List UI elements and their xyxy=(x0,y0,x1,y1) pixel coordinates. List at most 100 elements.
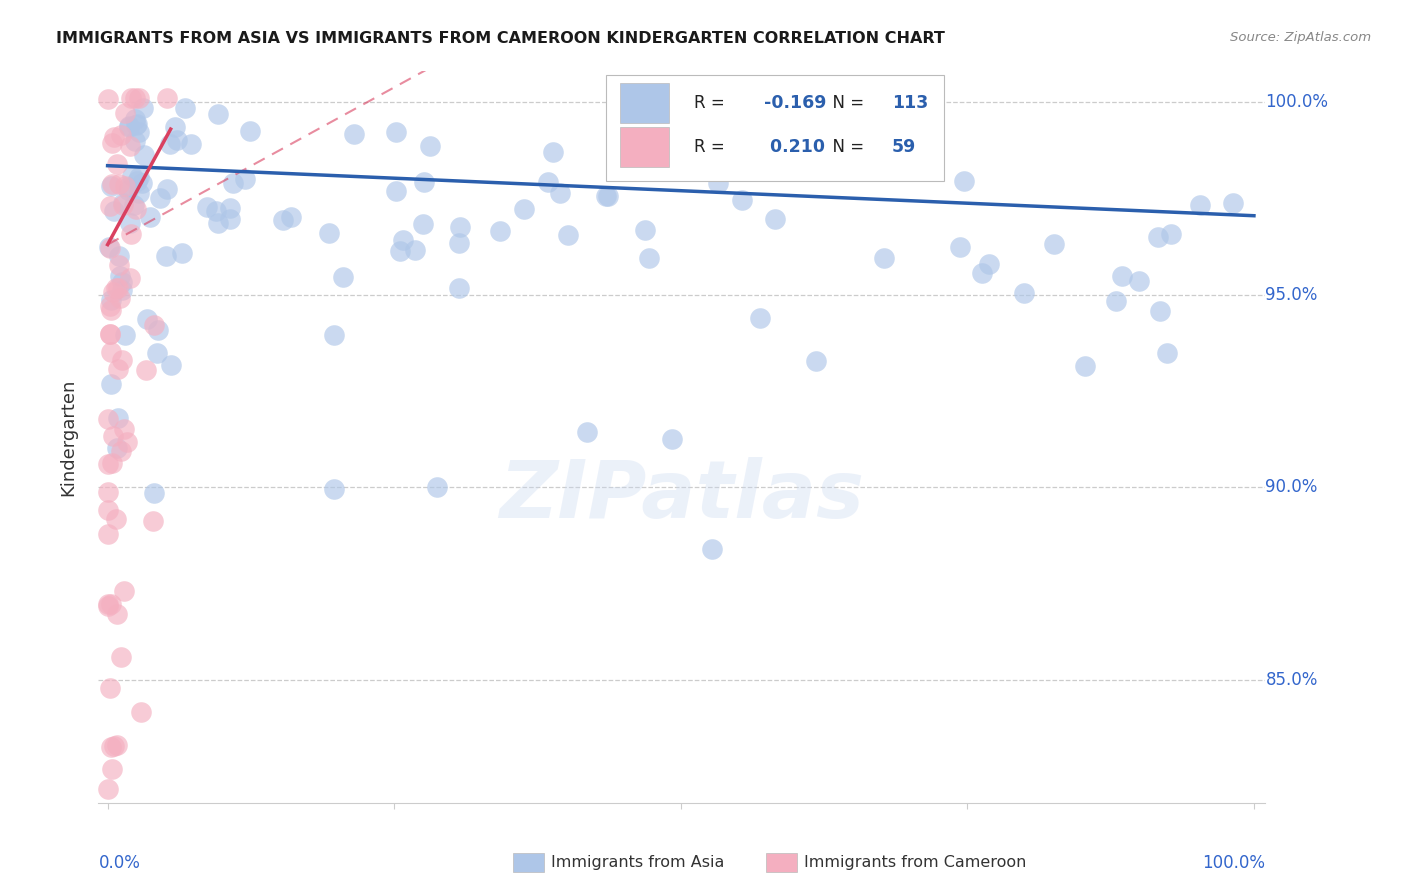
Point xyxy=(915,161,938,175)
Point xyxy=(748,311,770,326)
Point xyxy=(385,184,408,198)
Point xyxy=(114,328,136,343)
Point xyxy=(537,175,560,189)
Point xyxy=(576,425,599,440)
Point xyxy=(118,271,141,285)
Point xyxy=(1012,286,1035,301)
Point xyxy=(97,527,120,541)
Point xyxy=(110,128,132,142)
Point xyxy=(419,138,441,153)
Point xyxy=(105,281,128,295)
Point xyxy=(100,136,122,150)
Point xyxy=(731,194,754,208)
Point xyxy=(105,157,128,171)
Point xyxy=(121,169,143,183)
Point xyxy=(332,270,354,285)
Point xyxy=(118,119,141,133)
Point xyxy=(97,781,120,796)
Point xyxy=(977,257,1000,271)
Point xyxy=(103,739,125,753)
Point xyxy=(323,482,346,496)
Text: 100.0%: 100.0% xyxy=(1202,854,1265,872)
Point xyxy=(101,285,124,299)
Text: 59: 59 xyxy=(891,137,917,156)
Point xyxy=(98,327,121,342)
Point xyxy=(128,170,150,185)
Text: 0.0%: 0.0% xyxy=(98,854,141,872)
Point xyxy=(100,302,122,317)
Text: N =: N = xyxy=(823,137,869,156)
Point xyxy=(207,107,229,121)
Point xyxy=(103,130,125,145)
Point xyxy=(115,434,138,449)
Point xyxy=(233,172,256,186)
Point xyxy=(756,163,779,178)
Point xyxy=(124,112,146,127)
Point xyxy=(101,456,124,470)
Point xyxy=(111,283,134,297)
Point xyxy=(117,184,139,198)
Point xyxy=(100,293,122,308)
Point xyxy=(125,202,148,217)
Point xyxy=(598,189,620,203)
Point xyxy=(112,422,135,436)
Point xyxy=(97,412,120,426)
Point xyxy=(132,148,155,162)
Point xyxy=(100,597,122,611)
Point xyxy=(1128,274,1150,288)
Text: R =: R = xyxy=(693,94,730,112)
Point xyxy=(413,175,436,189)
Point xyxy=(114,179,136,194)
Point xyxy=(105,607,128,622)
Point xyxy=(124,134,146,148)
Point xyxy=(143,485,166,500)
Point xyxy=(100,178,122,192)
Point xyxy=(166,133,188,147)
Point xyxy=(1188,198,1211,212)
Y-axis label: Kindergarten: Kindergarten xyxy=(59,378,77,496)
Bar xyxy=(620,83,669,123)
Point xyxy=(149,191,172,205)
Point xyxy=(98,326,121,341)
Point xyxy=(107,249,129,263)
Point xyxy=(804,353,827,368)
Text: N =: N = xyxy=(823,94,869,112)
Point xyxy=(972,266,994,280)
Point xyxy=(638,251,661,265)
Point xyxy=(195,200,218,214)
Point xyxy=(389,244,412,259)
Text: R =: R = xyxy=(693,137,730,156)
Point xyxy=(1156,346,1178,360)
FancyBboxPatch shape xyxy=(606,75,945,181)
Point xyxy=(449,219,471,234)
Point xyxy=(112,196,135,211)
Point xyxy=(219,212,242,227)
Point xyxy=(120,91,142,105)
Text: 113: 113 xyxy=(891,94,928,112)
Point xyxy=(148,323,170,337)
Point xyxy=(271,212,294,227)
Point xyxy=(105,738,128,752)
Point xyxy=(117,179,139,194)
Point xyxy=(118,120,141,135)
Point xyxy=(280,210,302,224)
Point xyxy=(595,188,617,202)
Point xyxy=(128,91,150,105)
Point xyxy=(108,178,131,192)
Point xyxy=(156,91,179,105)
Point xyxy=(122,198,145,212)
Point xyxy=(426,480,449,494)
Point xyxy=(128,125,150,139)
Point xyxy=(873,251,896,265)
Text: -0.169: -0.169 xyxy=(763,94,825,112)
Point xyxy=(513,202,536,217)
Point xyxy=(449,280,471,294)
Point xyxy=(97,599,120,613)
Point xyxy=(135,362,157,376)
Point xyxy=(131,176,153,190)
Point xyxy=(138,210,160,224)
Point xyxy=(135,312,157,326)
Point xyxy=(173,101,195,115)
Point xyxy=(239,124,262,138)
Point xyxy=(110,649,132,664)
